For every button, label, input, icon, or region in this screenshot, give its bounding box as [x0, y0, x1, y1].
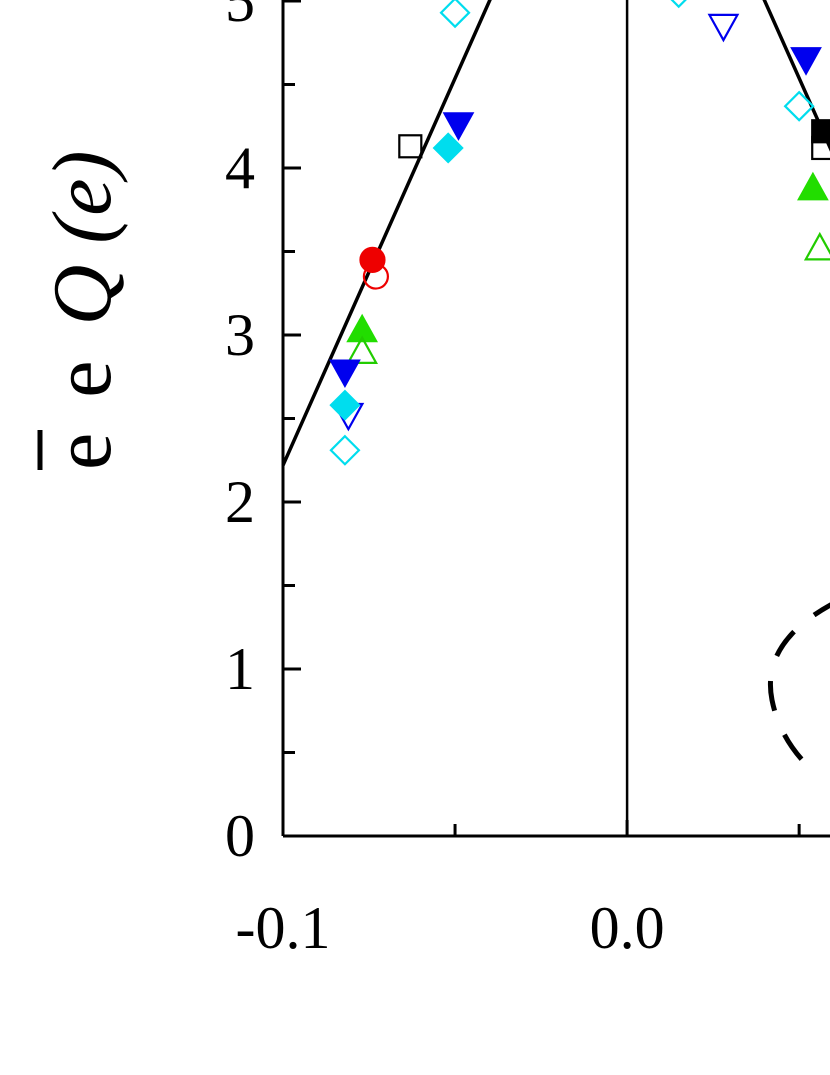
y-axis-label: e e Q (e) [36, 151, 129, 471]
diamond-marker [439, 0, 471, 29]
model-curve-layer [281, 0, 830, 467]
triangle-up-marker [346, 313, 379, 343]
triangle-up-marker [346, 335, 379, 364]
inset-dashed-arc-layer [768, 602, 830, 772]
y-tick-label: 4 [225, 135, 255, 201]
svg-text:e e Q (e): e e Q (e) [36, 151, 129, 471]
y-tick-label: 1 [225, 636, 255, 702]
triangle-down-marker [707, 13, 740, 43]
diamond-marker [329, 434, 361, 466]
triangle-up-marker [797, 171, 829, 201]
square-marker [398, 134, 423, 159]
inset-dashed-arc [768, 602, 830, 772]
y-tick-label: 5 [225, 0, 255, 34]
circle-marker [359, 246, 386, 273]
diamond-marker [783, 90, 815, 122]
y-label-bar-e: e [36, 433, 129, 470]
triangle-down-marker [442, 112, 475, 141]
x-tick-label: -0.1 [236, 895, 331, 961]
model-curve [281, 0, 830, 467]
data-points-layer [329, 0, 830, 466]
y-label-paren-e: (e) [36, 151, 129, 244]
circle-marker [362, 263, 390, 290]
x-tick-label: 0.0 [590, 895, 665, 961]
diamond-marker [432, 132, 464, 164]
diamond-marker [329, 389, 361, 421]
triangle-down-marker [790, 47, 822, 76]
y-label-q: Q [36, 265, 129, 326]
y-tick-label: 3 [225, 302, 255, 368]
y-tick-label: 2 [225, 469, 255, 535]
square-marker [811, 119, 830, 144]
diamond-marker [670, 0, 687, 9]
y-tick-label: 0 [225, 803, 255, 869]
axis-ticks-layer: -0.10.00.1012345 [225, 0, 801, 961]
triangle-down-marker [329, 359, 361, 389]
triangle-up-marker [803, 231, 830, 261]
y-label-e: e [36, 360, 129, 397]
plot-frame [281, 0, 830, 838]
